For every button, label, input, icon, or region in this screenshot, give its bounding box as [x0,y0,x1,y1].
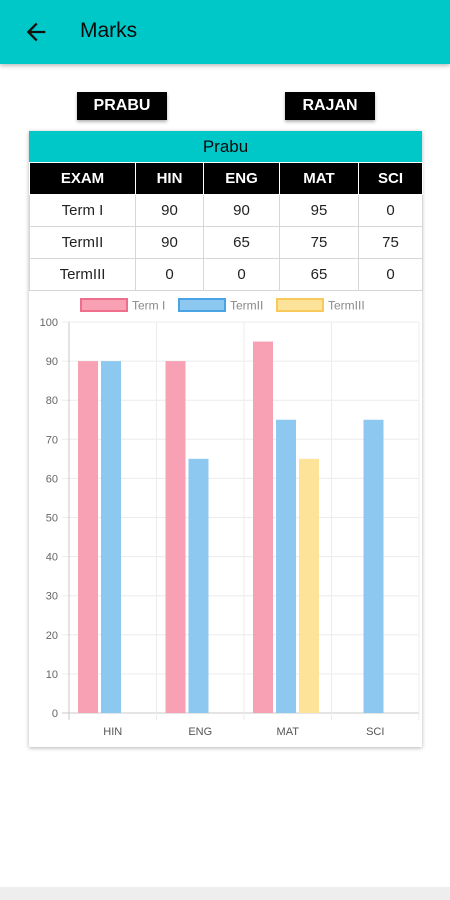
cell-value: 90 [135,226,204,259]
legend-swatch [80,298,128,312]
x-tick-label: MAT [277,726,300,738]
chart-bar [188,458,209,713]
chart-bar [363,419,384,713]
cell-value: 95 [279,194,359,227]
legend-label: TermIII [328,299,365,313]
legend-swatch [178,298,226,312]
header-eng: ENG [203,162,280,195]
header-hin: HIN [135,162,204,195]
y-tick-label: 0 [52,708,58,720]
cell-value: 75 [279,226,359,259]
y-tick-label: 100 [40,317,58,329]
bottom-bar [0,887,450,900]
student-button-prabu[interactable]: PRABU [77,92,167,120]
cell-value: 90 [135,194,204,227]
y-tick-label: 70 [46,434,58,446]
cell-value: 75 [358,226,423,259]
cell-exam: TermII [29,226,136,259]
y-tick-label: 20 [46,630,58,642]
chart-bar [165,361,186,713]
cell-value: 0 [135,258,204,291]
x-tick-label: ENG [188,726,212,738]
app-bar: Marks [0,0,450,64]
back-button[interactable] [22,18,50,46]
header-mat: MAT [279,162,359,195]
page-title: Marks [80,19,138,42]
cell-value: 0 [358,194,423,227]
chart-bar [101,361,121,713]
y-tick-label: 50 [46,513,58,525]
legend-label: TermII [230,299,263,313]
cell-value: 0 [358,258,423,291]
table-header-row: EXAM HIN ENG MAT SCI [29,162,423,195]
y-tick-label: 90 [46,356,58,368]
table-row: TermIII 0 0 65 0 [29,258,423,291]
table-row: Term I 90 90 95 0 [29,194,423,227]
marks-table: EXAM HIN ENG MAT SCI Term I 90 90 95 0 T… [29,162,423,291]
chart-bar [299,458,319,713]
card-title: Prabu [29,131,422,162]
cell-value: 65 [203,226,280,259]
chart-bar [276,419,296,713]
student-button-rajan[interactable]: RAJAN [285,92,375,120]
cell-value: 0 [203,258,280,291]
chart-bar [253,341,273,713]
cell-exam: TermIII [29,258,136,291]
chart-bar [78,361,98,713]
legend-label: Term I [132,299,165,313]
y-tick-label: 30 [46,591,58,603]
marks-bar-chart: Term I TermII TermIII 0 10 20 30 40 50 60 70 80 90 10… [40,298,420,738]
cell-value: 65 [279,258,359,291]
legend-swatch [276,298,324,312]
x-tick-label: SCI [366,726,384,738]
marks-card: Prabu EXAM HIN ENG MAT SCI Term I 90 90 … [29,131,423,747]
y-tick-label: 40 [46,552,58,564]
arrow-left-icon [26,22,46,42]
y-tick-label: 80 [46,395,58,407]
table-row: TermII 90 65 75 75 [29,226,423,259]
y-tick-label: 10 [46,669,58,681]
header-sci: SCI [358,162,423,195]
cell-exam: Term I [29,194,136,227]
y-tick-label: 60 [46,473,58,485]
x-tick-label: HIN [103,726,122,738]
cell-value: 90 [203,194,280,227]
header-exam: EXAM [29,162,136,195]
